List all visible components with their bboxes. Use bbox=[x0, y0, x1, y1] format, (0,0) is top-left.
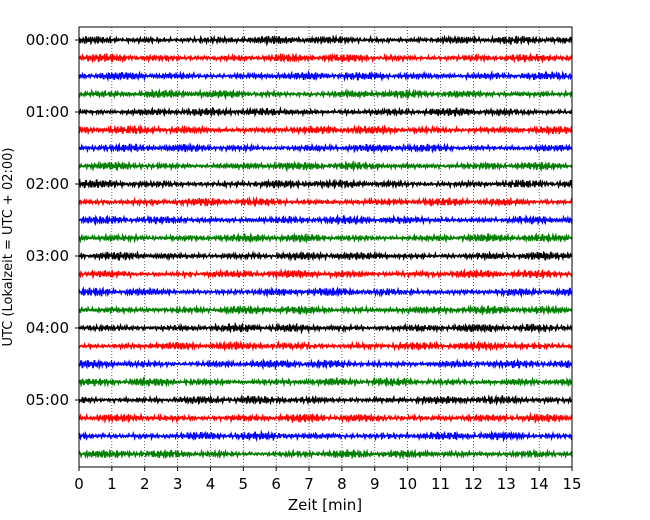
x-tick-label: 3 bbox=[173, 475, 183, 493]
trace-0545 bbox=[78, 448, 573, 460]
x-tick-label: 4 bbox=[206, 475, 216, 493]
trace-0145 bbox=[78, 159, 573, 173]
y-tick-label: 00:00 bbox=[26, 31, 69, 49]
trace-0030 bbox=[78, 69, 573, 83]
trace-0515 bbox=[78, 411, 573, 424]
trace-0200 bbox=[78, 178, 573, 190]
trace-0115 bbox=[78, 124, 573, 136]
trace-0045 bbox=[78, 88, 573, 101]
trace-0230 bbox=[78, 213, 573, 227]
x-ticks: 0 1 2 3 4 5 6 7 8 9 10 11 12 13 14 15 bbox=[74, 467, 582, 493]
trace-0245 bbox=[78, 232, 573, 245]
x-tick-label: 0 bbox=[74, 475, 84, 493]
trace-0445 bbox=[78, 375, 573, 388]
trace-0530 bbox=[78, 429, 573, 443]
x-tick-label: 9 bbox=[370, 475, 380, 493]
plot-frame bbox=[78, 26, 573, 468]
x-tick-label: 10 bbox=[398, 475, 417, 493]
trace-0330 bbox=[78, 286, 573, 299]
x-tick-label: 11 bbox=[431, 475, 450, 493]
trace-0000 bbox=[78, 34, 573, 47]
trace-0100 bbox=[78, 106, 573, 118]
x-tick-label: 8 bbox=[337, 475, 347, 493]
trace-0430 bbox=[78, 358, 573, 371]
y-tick-label: 04:00 bbox=[26, 319, 69, 337]
x-tick-label: 14 bbox=[530, 475, 549, 493]
y-tick-label: 05:00 bbox=[26, 391, 69, 409]
x-tick-label: 15 bbox=[562, 475, 581, 493]
y-tick-label: 02:00 bbox=[26, 175, 69, 193]
x-tick-label: 12 bbox=[464, 475, 483, 493]
trace-0345 bbox=[78, 304, 573, 316]
trace-0130 bbox=[78, 142, 573, 155]
x-axis-label: Zeit [min] bbox=[288, 496, 362, 514]
trace-0215 bbox=[78, 195, 573, 208]
grid-lines bbox=[111, 27, 540, 467]
trace-0315 bbox=[78, 268, 573, 280]
y-ticks: 00:00 01:00 02:00 03:00 04:00 05:00 bbox=[26, 31, 79, 409]
x-tick-label: 13 bbox=[497, 475, 516, 493]
x-tick-label: 5 bbox=[239, 475, 249, 493]
trace-0500 bbox=[78, 393, 573, 407]
traces bbox=[78, 34, 573, 460]
trace-0400 bbox=[78, 321, 573, 335]
x-tick-label: 1 bbox=[107, 475, 117, 493]
trace-0015 bbox=[78, 52, 573, 64]
y-axis-label: UTC (Lokalzeit = UTC + 02:00) bbox=[1, 148, 16, 347]
y-tick-label: 01:00 bbox=[26, 103, 69, 121]
x-tick-label: 7 bbox=[304, 475, 314, 493]
x-tick-label: 6 bbox=[271, 475, 281, 493]
x-tick-label: 2 bbox=[140, 475, 150, 493]
trace-0415 bbox=[78, 339, 573, 353]
trace-0300 bbox=[78, 250, 573, 262]
y-tick-label: 03:00 bbox=[26, 247, 69, 265]
